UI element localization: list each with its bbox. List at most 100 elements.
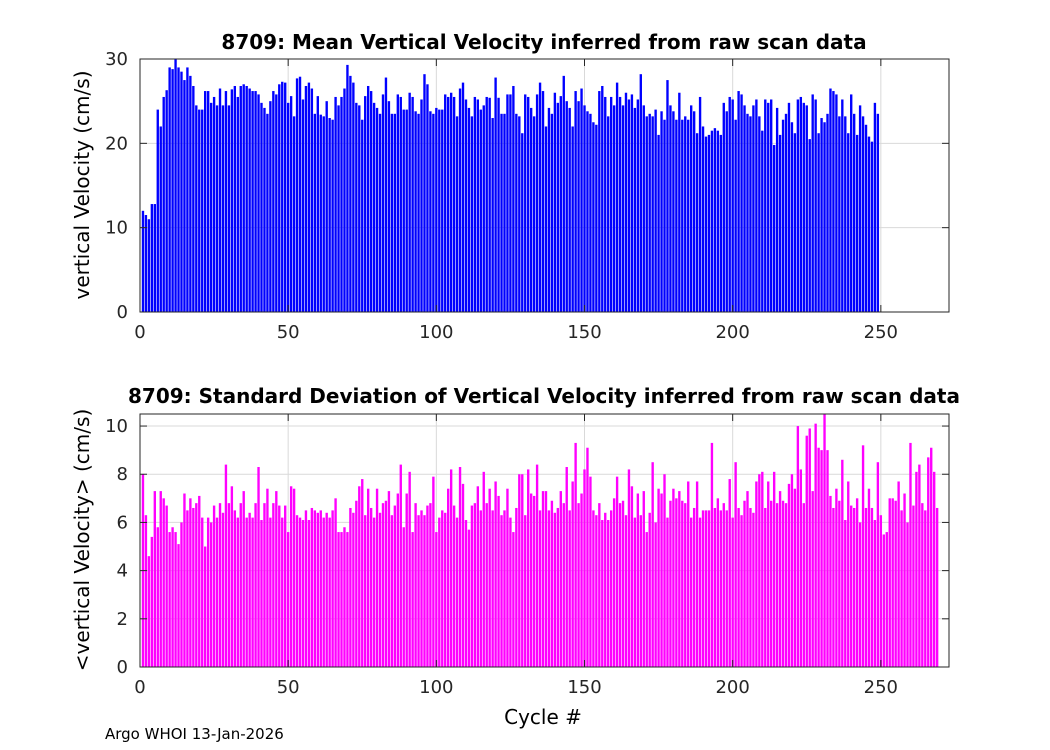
bar [796, 426, 800, 667]
bar [364, 515, 367, 667]
bar [343, 88, 346, 313]
bar [298, 76, 302, 313]
bar [734, 119, 737, 312]
bar [458, 88, 462, 313]
bar [497, 97, 500, 312]
bar [254, 91, 257, 312]
bar [636, 99, 640, 312]
bar [186, 67, 189, 313]
bar [921, 503, 924, 667]
bar [725, 510, 728, 667]
bar [500, 113, 503, 312]
bar [832, 507, 835, 667]
bar [775, 503, 779, 667]
bar [233, 85, 237, 313]
bar [690, 517, 693, 667]
bar [841, 459, 844, 667]
bar [195, 105, 198, 312]
bar [251, 91, 254, 312]
bar [731, 517, 734, 667]
bar [930, 447, 933, 667]
bar [464, 520, 468, 667]
bar [183, 493, 186, 667]
bar [811, 491, 814, 667]
bar [642, 491, 645, 667]
bar [740, 515, 743, 667]
bar [598, 503, 601, 667]
y-tick-label: 10 [105, 416, 128, 437]
bar [592, 510, 595, 667]
bar [690, 105, 693, 312]
bar [497, 495, 500, 667]
bar [304, 510, 308, 667]
bar [663, 474, 666, 667]
bar [206, 91, 210, 312]
bar [186, 510, 189, 667]
bar [672, 111, 675, 312]
bar [719, 134, 723, 312]
bar [307, 520, 311, 667]
bar [577, 101, 580, 312]
bar [642, 105, 645, 312]
x-axis-label: Cycle # [504, 705, 582, 729]
bar [381, 94, 385, 312]
bar [627, 99, 631, 312]
bar [304, 85, 308, 313]
bar [301, 520, 305, 667]
bar [263, 503, 266, 667]
bar [527, 96, 530, 312]
bar [574, 442, 577, 667]
bar [352, 512, 355, 667]
bar [556, 102, 560, 312]
bar [666, 517, 669, 667]
bar [704, 510, 708, 667]
x-tick-label: 200 [715, 322, 749, 343]
bar [201, 109, 204, 312]
bar [426, 84, 429, 312]
bar [432, 476, 435, 667]
bar [612, 105, 616, 312]
bar [571, 481, 574, 667]
bar [402, 109, 405, 312]
bar [906, 522, 909, 667]
bar [518, 116, 521, 312]
bar [192, 85, 195, 313]
bar [384, 77, 388, 312]
y-tick-label: 6 [117, 512, 128, 533]
bar [156, 527, 159, 667]
bar [435, 107, 438, 312]
bar [512, 85, 515, 313]
bar [189, 75, 192, 313]
bar [257, 467, 260, 667]
bar [153, 204, 156, 312]
bar [420, 99, 423, 312]
bar [482, 471, 485, 667]
bar [761, 130, 764, 312]
bar [195, 503, 198, 667]
bar [461, 483, 465, 667]
bar [873, 520, 877, 667]
bar [870, 507, 874, 667]
bar [343, 527, 346, 667]
bar [618, 96, 622, 312]
bar [630, 486, 634, 667]
bar [873, 102, 877, 312]
bar [411, 532, 414, 667]
bar [621, 105, 625, 312]
bar [695, 481, 699, 667]
bar [574, 91, 577, 312]
bar [609, 96, 613, 312]
bar [826, 113, 829, 312]
bar [615, 476, 619, 667]
y-tick-label: 0 [117, 302, 128, 323]
x-tick-label: 0 [134, 322, 145, 343]
bar [328, 118, 331, 312]
bar [168, 67, 171, 313]
bar [900, 510, 903, 667]
chart-title: 8709: Standard Deviation of Vertical Vel… [128, 384, 960, 408]
bar [820, 118, 823, 312]
bar [254, 503, 257, 667]
bar [372, 517, 376, 667]
bar [687, 481, 690, 667]
